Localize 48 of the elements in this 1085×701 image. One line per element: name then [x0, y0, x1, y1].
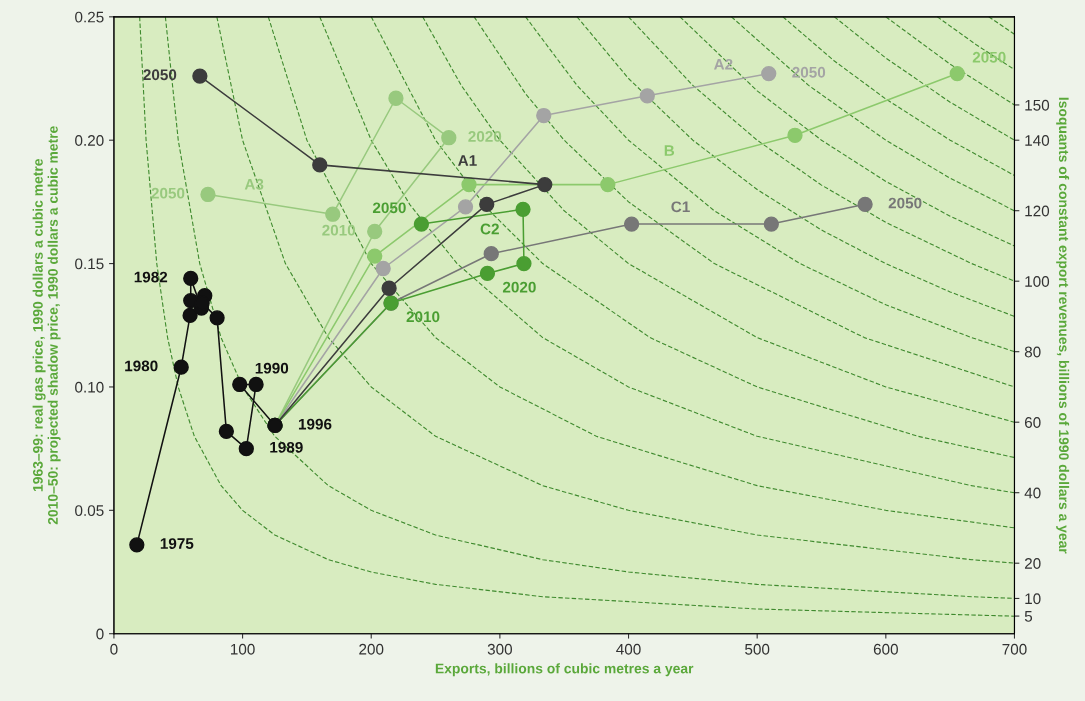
- y2-tick-label: 40: [1024, 487, 1041, 499]
- annotation: 1990: [255, 362, 289, 374]
- y2-tick-label: 140: [1025, 135, 1050, 146]
- series-label: C2: [480, 223, 499, 235]
- x-tick-label: 0: [110, 643, 118, 655]
- series-label: C1: [671, 201, 690, 213]
- y2-axis-title: Isoquants of constant export revenues, billions of 1990 dollars a year: [1056, 97, 1070, 554]
- series-label: A3: [244, 178, 264, 190]
- annotation: 1980: [125, 360, 158, 372]
- series-label: A1: [458, 155, 477, 166]
- y-tick-label: 0: [96, 628, 104, 640]
- y-tick-label: 0.15: [75, 258, 104, 270]
- x-tick-label: 500: [745, 643, 770, 655]
- y-tick-label: 0.25: [75, 11, 104, 23]
- annotation: 1982: [134, 271, 168, 283]
- x-tick-label: 600: [873, 643, 898, 655]
- x-axis-title: Exports, billions of cubic metres a year: [435, 663, 694, 677]
- annotation: 2020: [502, 281, 536, 293]
- annotation: 2050: [888, 197, 922, 209]
- y2-tick-label: 100: [1025, 276, 1050, 287]
- annotation: 2050: [143, 69, 177, 81]
- y2-tick-label: 5: [1024, 611, 1033, 622]
- annotation: 1996: [298, 418, 332, 430]
- x-tick-label: 700: [1002, 643, 1027, 655]
- annotation: 2020: [468, 131, 502, 142]
- y-tick-label: 0.05: [75, 505, 104, 517]
- annotation: 1989: [270, 441, 303, 453]
- y2-tick-label: 20: [1024, 558, 1041, 569]
- annotation: 2050: [151, 187, 185, 199]
- annotation: 1975: [160, 538, 194, 549]
- x-tick-label: 100: [231, 643, 255, 655]
- y-tick-label: 0.10: [75, 381, 104, 393]
- y2-tick-label: 10: [1025, 593, 1041, 605]
- y2-tick-label: 150: [1025, 99, 1050, 111]
- annotation: 2010: [406, 311, 440, 323]
- y2-tick-label: 80: [1024, 346, 1041, 358]
- x-tick-label: 400: [616, 643, 641, 655]
- annotation: 2050: [372, 202, 406, 214]
- y2-tick-label: 60: [1024, 417, 1041, 428]
- y-axis-title: 1963–99: real gas price, 1990 dollars a cubic metre 2010–50: projected shadow price, 1990 dollars a cubic metre: [32, 126, 61, 525]
- series-label: A2: [713, 58, 733, 70]
- x-tick-label: 300: [487, 643, 513, 655]
- y-tick-label: 0.20: [75, 135, 104, 146]
- series-label: B: [664, 145, 675, 156]
- x-tick-label: 200: [359, 643, 384, 655]
- annotation: 2010: [322, 224, 356, 236]
- y2-tick-label: 120: [1025, 205, 1050, 217]
- annotation: 2050: [792, 66, 826, 78]
